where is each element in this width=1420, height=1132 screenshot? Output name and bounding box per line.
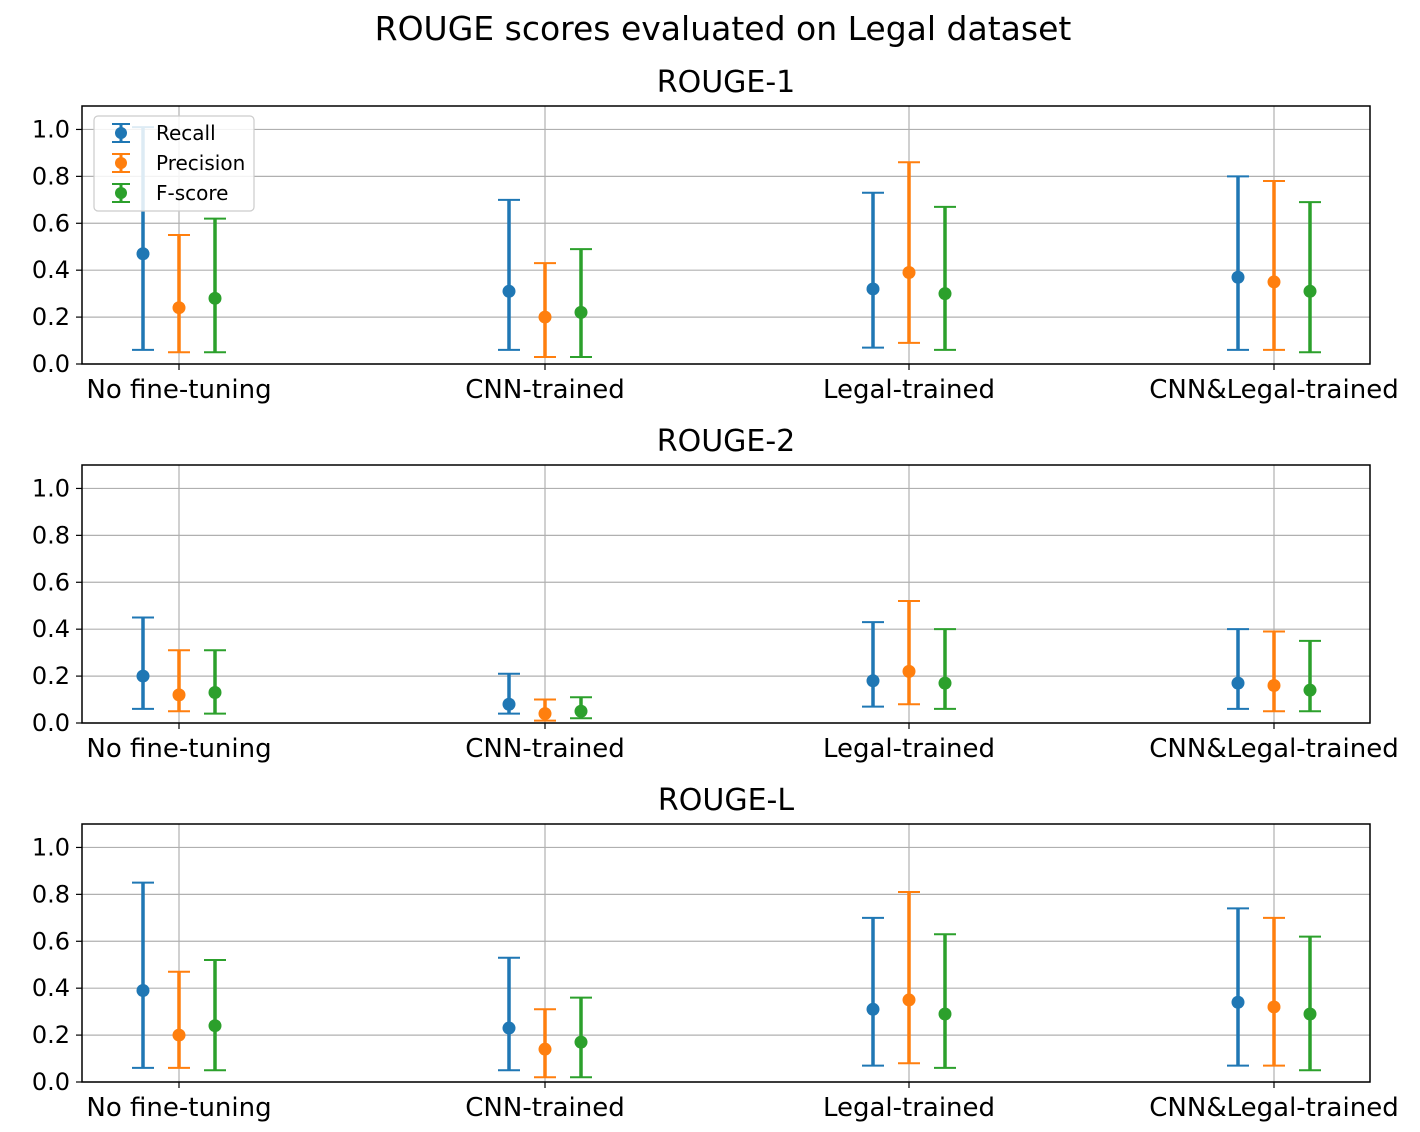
series-recall	[132, 126, 1249, 351]
legend-label: Precision	[156, 151, 245, 175]
data-point	[866, 282, 880, 296]
data-point	[902, 993, 916, 1007]
data-point	[866, 1002, 880, 1016]
subplot-title: ROUGE-2	[657, 424, 796, 459]
x-tick-label: CNN-trained	[465, 375, 624, 405]
series-precision	[168, 891, 1285, 1079]
y-tick-label: 0.6	[32, 927, 70, 955]
data-point	[208, 291, 222, 305]
x-tick-label: No fine-tuning	[86, 734, 271, 764]
y-tick-label: 0.2	[32, 303, 70, 331]
axes-frame	[81, 105, 1371, 365]
y-tick-label: 0.8	[32, 880, 70, 908]
data-point	[574, 1035, 588, 1049]
y-tick-label: 0.4	[32, 615, 70, 643]
data-point	[902, 664, 916, 678]
data-point	[1231, 270, 1245, 284]
y-tick-label: 1.0	[32, 474, 70, 502]
data-point	[136, 247, 150, 261]
x-tick-label: CNN-trained	[465, 734, 624, 764]
x-tick-label: Legal-trained	[823, 375, 995, 405]
y-tick-label: 0.0	[32, 709, 70, 737]
x-tick-label: No fine-tuning	[86, 375, 271, 405]
data-point	[172, 688, 186, 702]
y-tick-label: 0.2	[32, 662, 70, 690]
subplot-rouge-1: ROUGE-1 0.0 0.2 0.4 0.6 0.8 1.0 No fine-tuning C…	[32, 65, 1399, 405]
x-tick-label: Legal-trained	[823, 734, 995, 764]
y-tick-label: 0.0	[32, 1068, 70, 1096]
data-point	[866, 674, 880, 688]
data-point	[1231, 995, 1245, 1009]
x-tick-label: CNN-trained	[465, 1093, 624, 1123]
data-point	[1267, 275, 1281, 289]
y-tick-label: 0.0	[32, 350, 70, 378]
subplot-title: ROUGE-L	[658, 783, 794, 818]
data-point	[136, 984, 150, 998]
y-tick-label: 0.4	[32, 256, 70, 284]
subplot-rouge-l: ROUGE-L 0.0 0.2 0.4 0.6 0.8 1.0 No fine-tuning C…	[32, 783, 1399, 1123]
data-point	[502, 697, 516, 711]
y-tick-label: 0.2	[32, 1021, 70, 1049]
data-point	[574, 704, 588, 718]
y-tick-label: 0.8	[32, 162, 70, 190]
x-tick-label: No fine-tuning	[86, 1093, 271, 1123]
series-f-score	[204, 201, 1321, 358]
legend: Recall Precision F-score	[93, 115, 255, 212]
series-recall	[132, 881, 1249, 1072]
legend-entry-precision: Precision	[112, 151, 245, 175]
data-point	[538, 1042, 552, 1056]
data-point	[574, 305, 588, 319]
data-point	[938, 287, 952, 301]
data-point	[1267, 1000, 1281, 1014]
data-point	[938, 1007, 952, 1021]
legend-marker-dot	[115, 157, 127, 169]
data-point	[1231, 676, 1245, 690]
data-point	[938, 676, 952, 690]
legend-label: Recall	[156, 121, 216, 145]
x-tick-label: CNN&Legal-trained	[1149, 734, 1398, 764]
data-point	[502, 284, 516, 298]
legend-marker-dot	[115, 127, 127, 139]
y-tick-label: 0.6	[32, 568, 70, 596]
data-point	[136, 669, 150, 683]
subplot-title: ROUGE-1	[657, 65, 796, 100]
data-point	[538, 707, 552, 721]
figure-title: ROUGE scores evaluated on Legal dataset	[375, 9, 1072, 48]
data-point	[172, 1028, 186, 1042]
data-point	[1303, 284, 1317, 298]
series-precision	[168, 161, 1285, 358]
axes-frame	[81, 464, 1371, 724]
series-f-score	[204, 933, 1321, 1079]
data-point	[902, 266, 916, 280]
data-point	[1303, 1007, 1317, 1021]
axes-frame	[81, 823, 1371, 1083]
data-point	[1303, 683, 1317, 697]
series-recall	[132, 616, 1249, 715]
y-tick-label: 1.0	[32, 115, 70, 143]
subplot-panels: ROUGE-1 0.0 0.2 0.4 0.6 0.8 1.0 No fine-tuning C…	[32, 65, 1399, 1123]
legend-entry-recall: Recall	[112, 121, 216, 145]
data-point	[1267, 678, 1281, 692]
y-tick-label: 0.4	[32, 974, 70, 1002]
data-point	[208, 686, 222, 700]
y-tick-label: 1.0	[32, 833, 70, 861]
y-tick-label: 0.8	[32, 521, 70, 549]
x-tick-label: Legal-trained	[823, 1093, 995, 1123]
data-point	[208, 1019, 222, 1033]
series-f-score	[204, 628, 1321, 720]
legend-marker-dot	[115, 187, 127, 199]
legend-box	[93, 115, 255, 212]
x-tick-label: CNN&Legal-trained	[1149, 375, 1398, 405]
x-tick-label: CNN&Legal-trained	[1149, 1093, 1398, 1123]
series-precision	[168, 600, 1285, 722]
subplot-rouge-2: ROUGE-2 0.0 0.2 0.4 0.6 0.8 1.0 No fine-tuning C…	[32, 424, 1399, 764]
data-point	[538, 310, 552, 324]
data-point	[502, 1021, 516, 1035]
y-tick-label: 0.6	[32, 209, 70, 237]
legend-label: F-score	[156, 181, 228, 205]
data-point	[172, 301, 186, 315]
legend-entry-f-score: F-score	[112, 181, 228, 205]
